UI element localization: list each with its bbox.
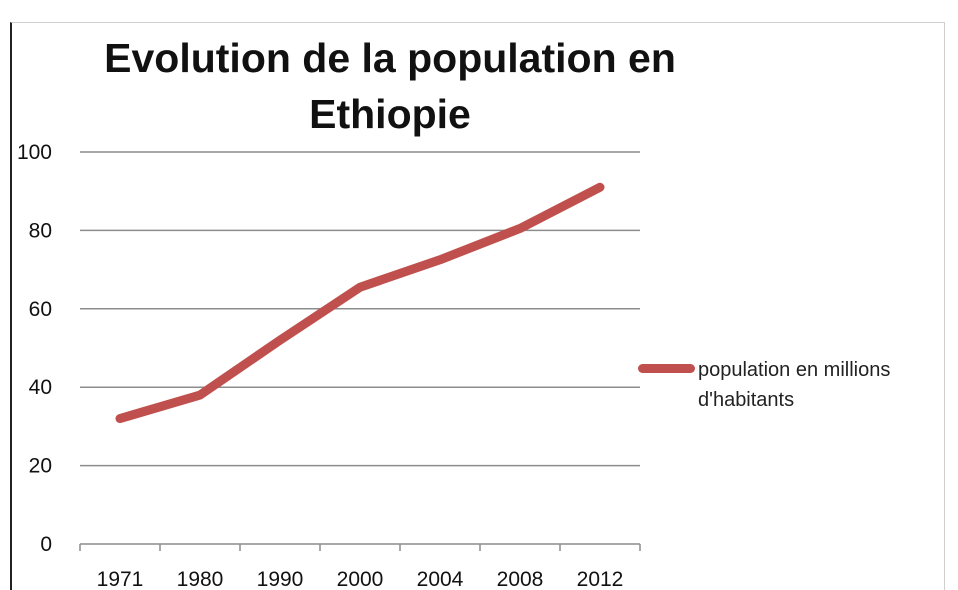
y-tick-label-60: 60 [29, 298, 52, 321]
x-tick-label-2008: 2008 [497, 568, 544, 590]
x-tick-label-2012: 2012 [577, 568, 624, 590]
x-tick-label-1990: 1990 [257, 568, 304, 590]
legend-label-population: population en millions d'habitants [698, 355, 948, 415]
legend-swatch [638, 364, 695, 373]
x-tick-label-2004: 2004 [417, 568, 464, 590]
gridlines [80, 152, 640, 466]
x-tick-label-1971: 1971 [97, 568, 144, 590]
y-tick-label-20: 20 [29, 455, 52, 478]
x-tick-label-1980: 1980 [177, 568, 224, 590]
x-tick-labels: 1971 1980 1990 2000 2004 2008 2012 [97, 568, 624, 590]
y-tick-label-80: 80 [29, 219, 52, 242]
y-tick-label-100: 100 [17, 141, 52, 164]
y-tick-label-0: 0 [40, 533, 52, 556]
y-tick-labels: 0 20 40 60 80 100 [17, 141, 52, 556]
series-layer [120, 187, 600, 418]
y-tick-label-40: 40 [29, 376, 52, 399]
axes [80, 544, 640, 551]
x-tick-label-2000: 2000 [337, 568, 384, 590]
series-line-population [120, 187, 600, 418]
